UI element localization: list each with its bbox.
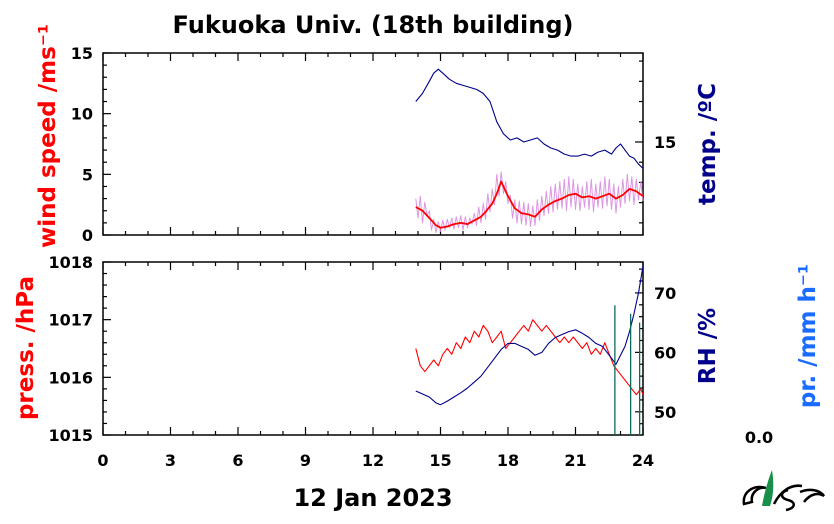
institute-logo (742, 470, 826, 512)
y-tick-label: 0 (82, 226, 93, 245)
humidity-line (415, 266, 644, 406)
precipitation-value: 0.0 (745, 428, 773, 447)
x-tick-label: 9 (300, 451, 311, 470)
date-label: 12 Jan 2023 (293, 484, 452, 512)
x-tick-label: 15 (429, 451, 451, 470)
y-tick-label: 15 (654, 133, 676, 152)
x-tick-label: 24 (632, 451, 654, 470)
humidity-axis-label: RH /% (695, 308, 721, 384)
wind-raw-line (415, 171, 644, 234)
precipitation-axis-label: pr. /mm h⁻¹ (795, 264, 821, 408)
x-tick-label: 18 (497, 451, 519, 470)
wind-speed-axis-label: wind speed /ms⁻¹ (35, 24, 61, 248)
axis-ticks (102, 52, 644, 436)
x-tick-label: 12 (362, 451, 384, 470)
x-tick-label: 0 (97, 451, 108, 470)
temperature-axis-label: temp. /ºC (695, 83, 721, 205)
tick-labels: 0 3 6 9 12 15 18 21 2405101510151016101710181550… (48, 44, 676, 470)
pressure-line (415, 319, 644, 396)
chart-title: Fukuoka Univ. (18th building) (173, 11, 574, 39)
y-tick-label: 1015 (48, 426, 93, 445)
x-tick-label: 21 (564, 451, 586, 470)
data-series (415, 68, 644, 435)
wind-mean-line (415, 180, 644, 229)
y-tick-label: 60 (654, 343, 676, 362)
y-tick-label: 1017 (48, 311, 93, 330)
y-tick-label: 1016 (48, 368, 93, 387)
y-tick-label: 70 (654, 284, 676, 303)
y-tick-label: 1018 (48, 253, 93, 272)
bottom-panel-frame (102, 261, 644, 436)
pressure-axis-label: press. /hPa (13, 276, 39, 420)
temperature-line (415, 68, 644, 169)
x-tick-label: 3 (165, 451, 176, 470)
y-tick-label: 10 (71, 105, 93, 124)
y-tick-label: 15 (71, 44, 93, 63)
y-tick-label: 50 (654, 403, 676, 422)
x-tick-label: 6 (232, 451, 243, 470)
y-tick-label: 5 (82, 165, 93, 184)
